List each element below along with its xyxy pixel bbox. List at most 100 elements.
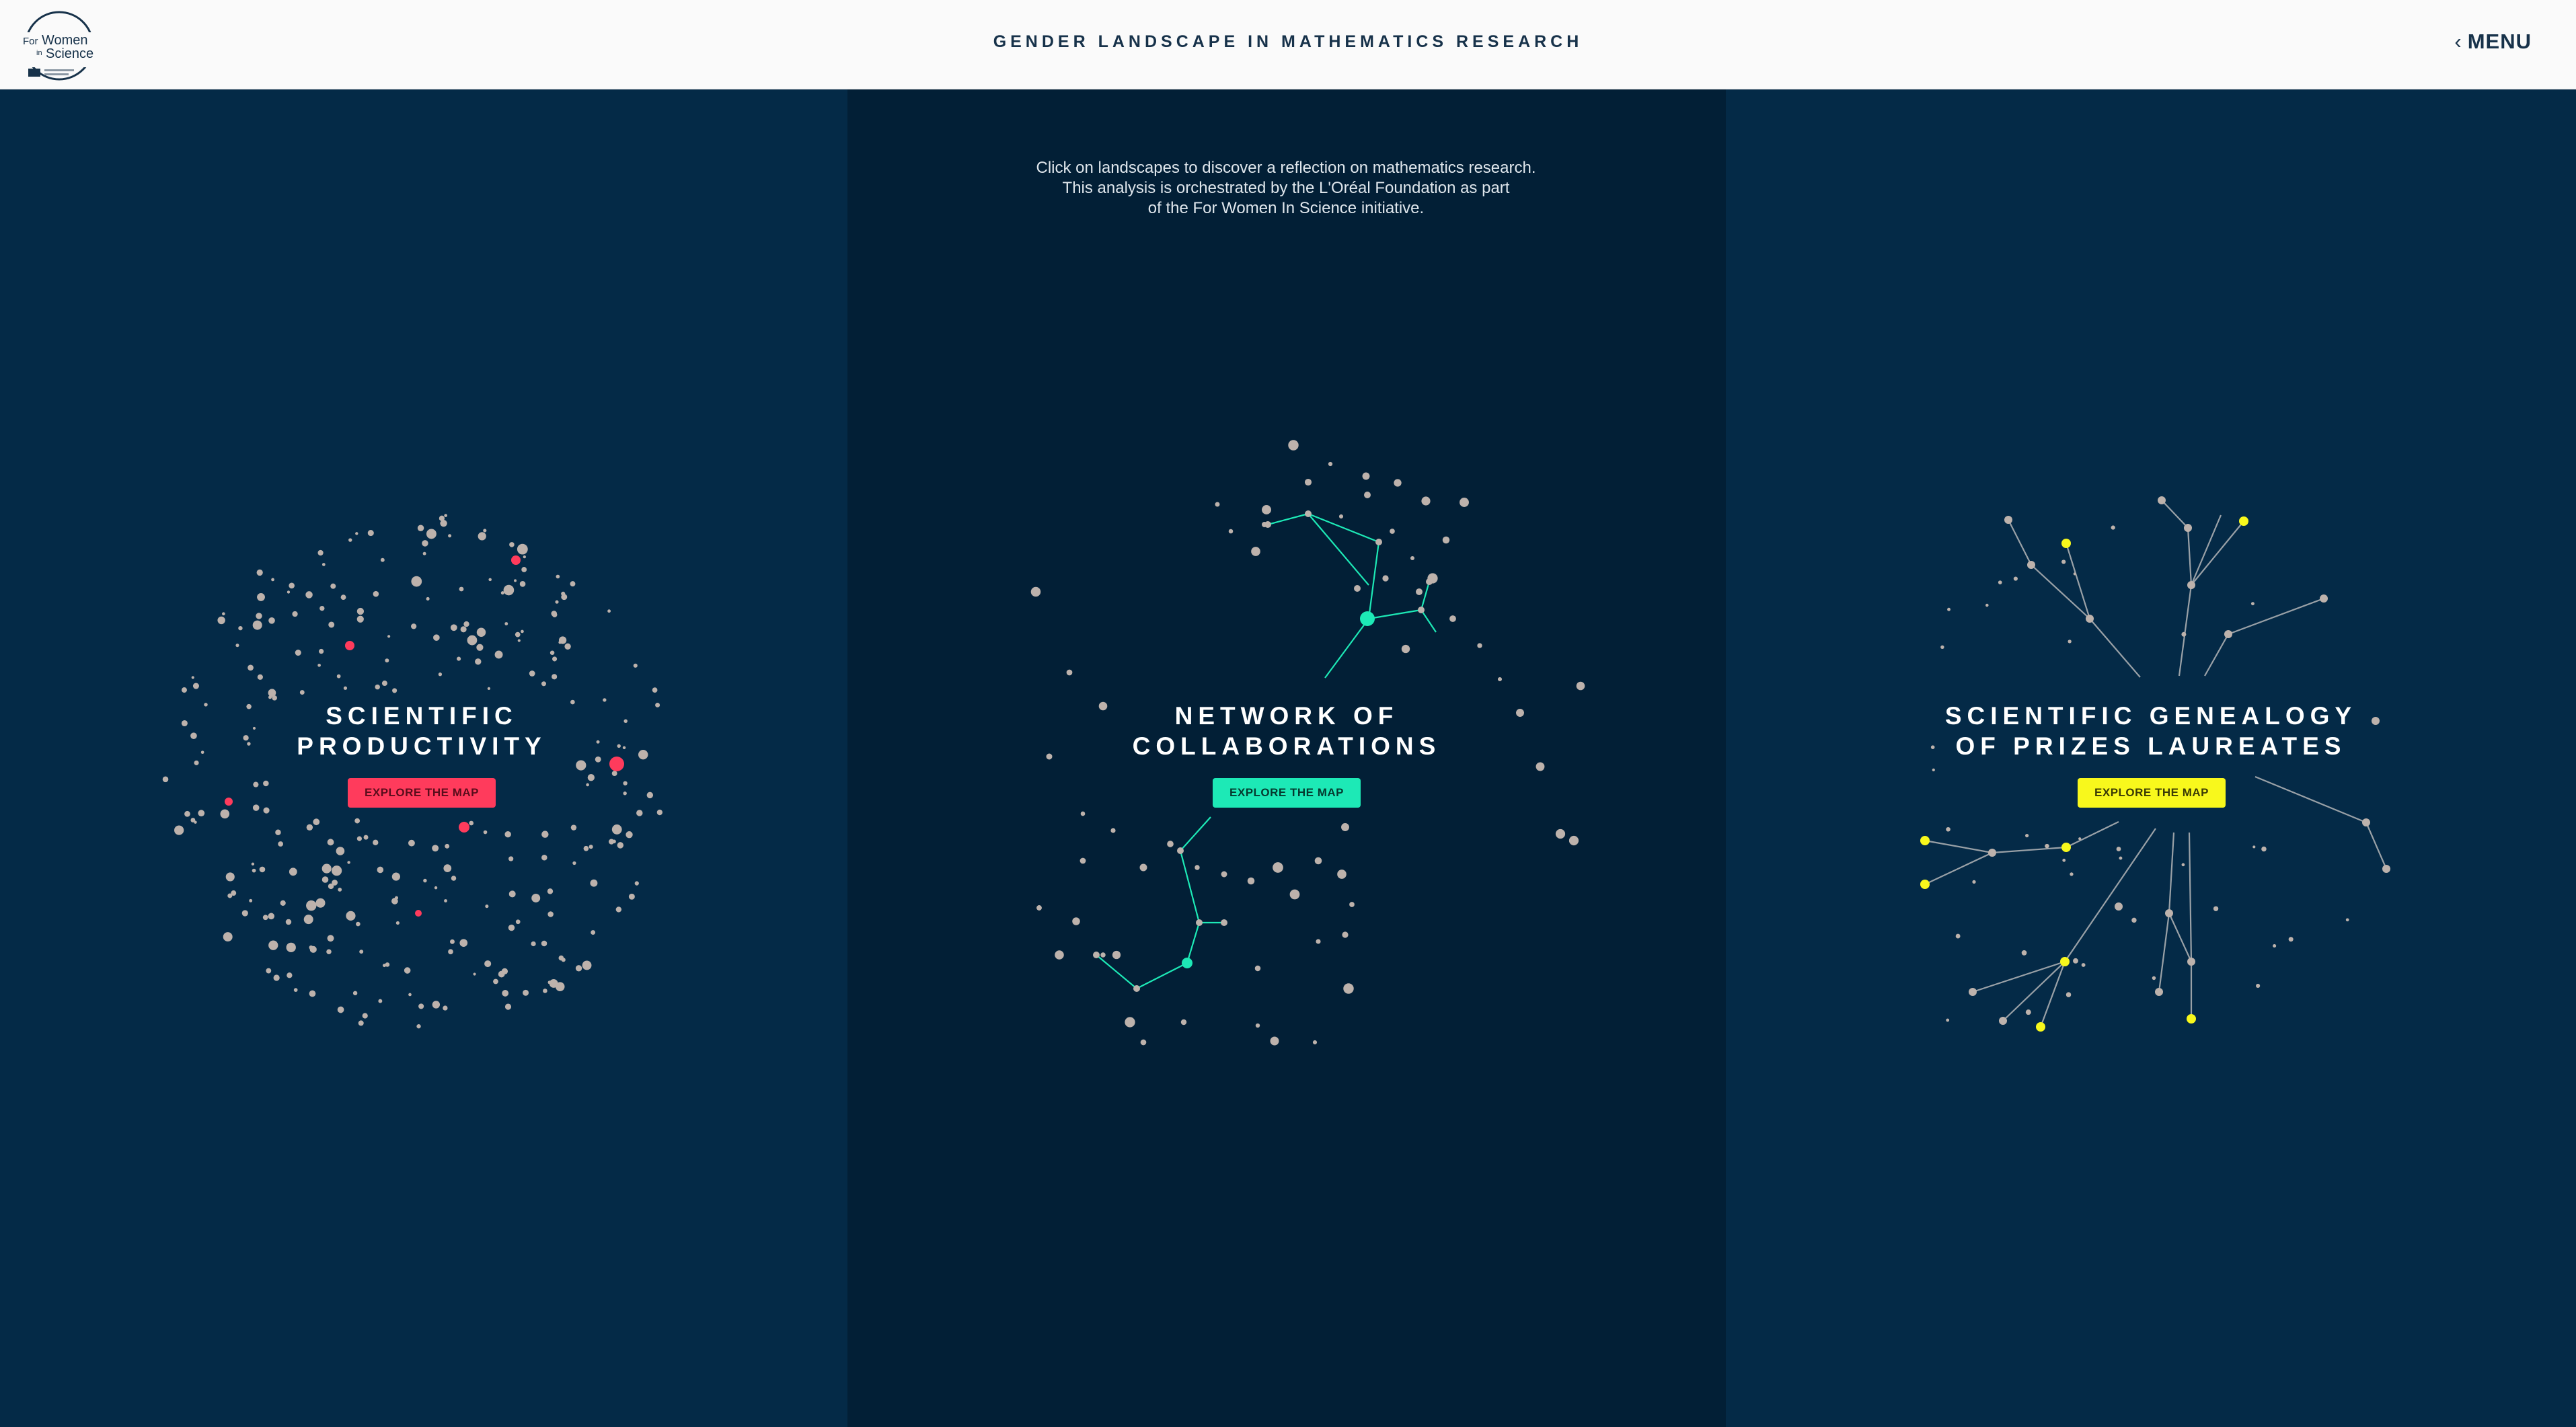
productivity-node <box>484 960 492 968</box>
genealogy-node <box>2081 963 2086 967</box>
productivity-node <box>289 867 297 876</box>
genealogy-node <box>1932 768 1935 772</box>
productivity-node <box>222 612 225 616</box>
productivity-node <box>515 631 521 638</box>
productivity-node <box>417 525 424 532</box>
productivity-node <box>638 749 648 760</box>
genealogy-node <box>2073 572 2076 576</box>
genealogy-node <box>2273 943 2277 948</box>
productivity-node <box>408 839 415 847</box>
intro-text: Click on landscapes to discover a reflec… <box>874 158 1698 219</box>
productivity-node <box>422 540 428 547</box>
productivity-node <box>252 620 262 630</box>
genealogy-edge <box>2065 543 2091 619</box>
collaboration-node <box>1477 643 1482 648</box>
collaboration-node <box>1364 492 1371 498</box>
productivity-node <box>246 703 252 709</box>
productivity-node <box>576 760 586 771</box>
productivity-node <box>373 590 379 597</box>
productivity-node <box>380 557 385 562</box>
collaboration-node <box>1167 841 1174 847</box>
productivity-node <box>321 863 332 874</box>
productivity-node <box>508 890 516 898</box>
productivity-node <box>306 900 317 911</box>
genealogy-node <box>2086 615 2094 623</box>
productivity-node <box>356 607 365 615</box>
genealogy-edge <box>2228 597 2324 635</box>
collaboration-node <box>1251 547 1260 556</box>
productivity-node <box>636 810 643 816</box>
productivity-node <box>392 688 397 693</box>
productivity-node <box>498 970 505 978</box>
genealogy-edge <box>2089 618 2141 678</box>
collaborations-title-line: NETWORK OF <box>1174 702 1399 730</box>
genealogy-node <box>2224 630 2232 638</box>
productivity-node <box>256 613 262 619</box>
productivity-highlight-node <box>415 910 422 917</box>
genealogy-title-line: OF PRIZES LAUREATES <box>1955 732 2347 760</box>
productivity-node <box>445 843 450 849</box>
collaboration-node <box>1288 440 1299 451</box>
genealogy-node <box>1947 607 1950 611</box>
productivity-node <box>529 670 535 677</box>
productivity-node <box>391 872 400 881</box>
genealogy-edge <box>1924 852 1993 885</box>
collaboration-node <box>1093 952 1100 958</box>
productivity-node <box>416 1024 421 1029</box>
menu-button[interactable]: ‹ MENU <box>2454 30 2532 54</box>
productivity-node <box>517 543 528 555</box>
productivity-node <box>521 629 524 633</box>
explore-genealogy-button[interactable]: EXPLORE THE MAP <box>2078 778 2226 808</box>
productivity-node <box>523 989 529 996</box>
productivity-highlight-node <box>345 641 354 650</box>
productivity-node <box>363 835 369 840</box>
productivity-node <box>387 635 391 638</box>
productivity-node <box>443 1005 448 1011</box>
productivity-node <box>220 809 230 819</box>
genealogy-node <box>2382 865 2390 873</box>
productivity-node <box>519 581 526 587</box>
productivity-node <box>356 836 362 841</box>
productivity-node <box>190 818 196 823</box>
productivity-node <box>502 990 509 997</box>
productivity-node <box>257 674 263 680</box>
collaboration-node <box>1305 510 1312 517</box>
productivity-node <box>552 674 558 680</box>
genealogy-edge <box>2066 821 2119 848</box>
productivity-node <box>487 687 491 690</box>
productivity-node <box>652 687 658 693</box>
productivity-node <box>268 940 278 950</box>
for-women-in-science-logo[interactable]: For Women in Science <box>19 9 100 82</box>
productivity-node <box>633 663 638 668</box>
panel-scientific-genealogy[interactable] <box>1726 89 2576 1427</box>
explore-collaborations-button[interactable]: EXPLORE THE MAP <box>1213 778 1361 808</box>
productivity-node <box>347 861 350 864</box>
collaborations-title-line: COLLABORATIONS <box>1132 732 1441 760</box>
panel-scientific-productivity[interactable] <box>0 89 847 1427</box>
productivity-node <box>352 991 358 996</box>
productivity-node <box>549 978 558 988</box>
productivity-node <box>223 932 233 942</box>
panel-network-of-collaborations[interactable] <box>847 89 1726 1427</box>
genealogy-edge <box>1924 839 1993 854</box>
productivity-node <box>391 898 398 904</box>
productivity-node <box>504 622 508 625</box>
explore-productivity-button[interactable]: EXPLORE THE MAP <box>348 778 496 808</box>
genealogy-node <box>2045 843 2049 849</box>
productivity-node <box>611 771 617 777</box>
collaboration-node <box>1080 811 1086 816</box>
productivity-node <box>343 686 348 690</box>
collaboration-node <box>1394 479 1402 487</box>
genealogy-node <box>2062 858 2066 862</box>
productivity-node <box>313 818 320 826</box>
collaboration-node <box>1349 902 1355 907</box>
productivity-node <box>463 621 469 627</box>
productivity-node <box>367 530 374 537</box>
genealogy-laureate-node <box>1920 836 1930 845</box>
productivity-node <box>198 810 205 817</box>
collaboration-node <box>1195 865 1200 870</box>
productivity-node <box>309 990 316 997</box>
productivity-node <box>508 924 515 931</box>
collaboration-node <box>1046 753 1053 760</box>
genealogy-title: SCIENTIFIC GENEALOGY OF PRIZES LAUREATES <box>1815 701 2487 761</box>
